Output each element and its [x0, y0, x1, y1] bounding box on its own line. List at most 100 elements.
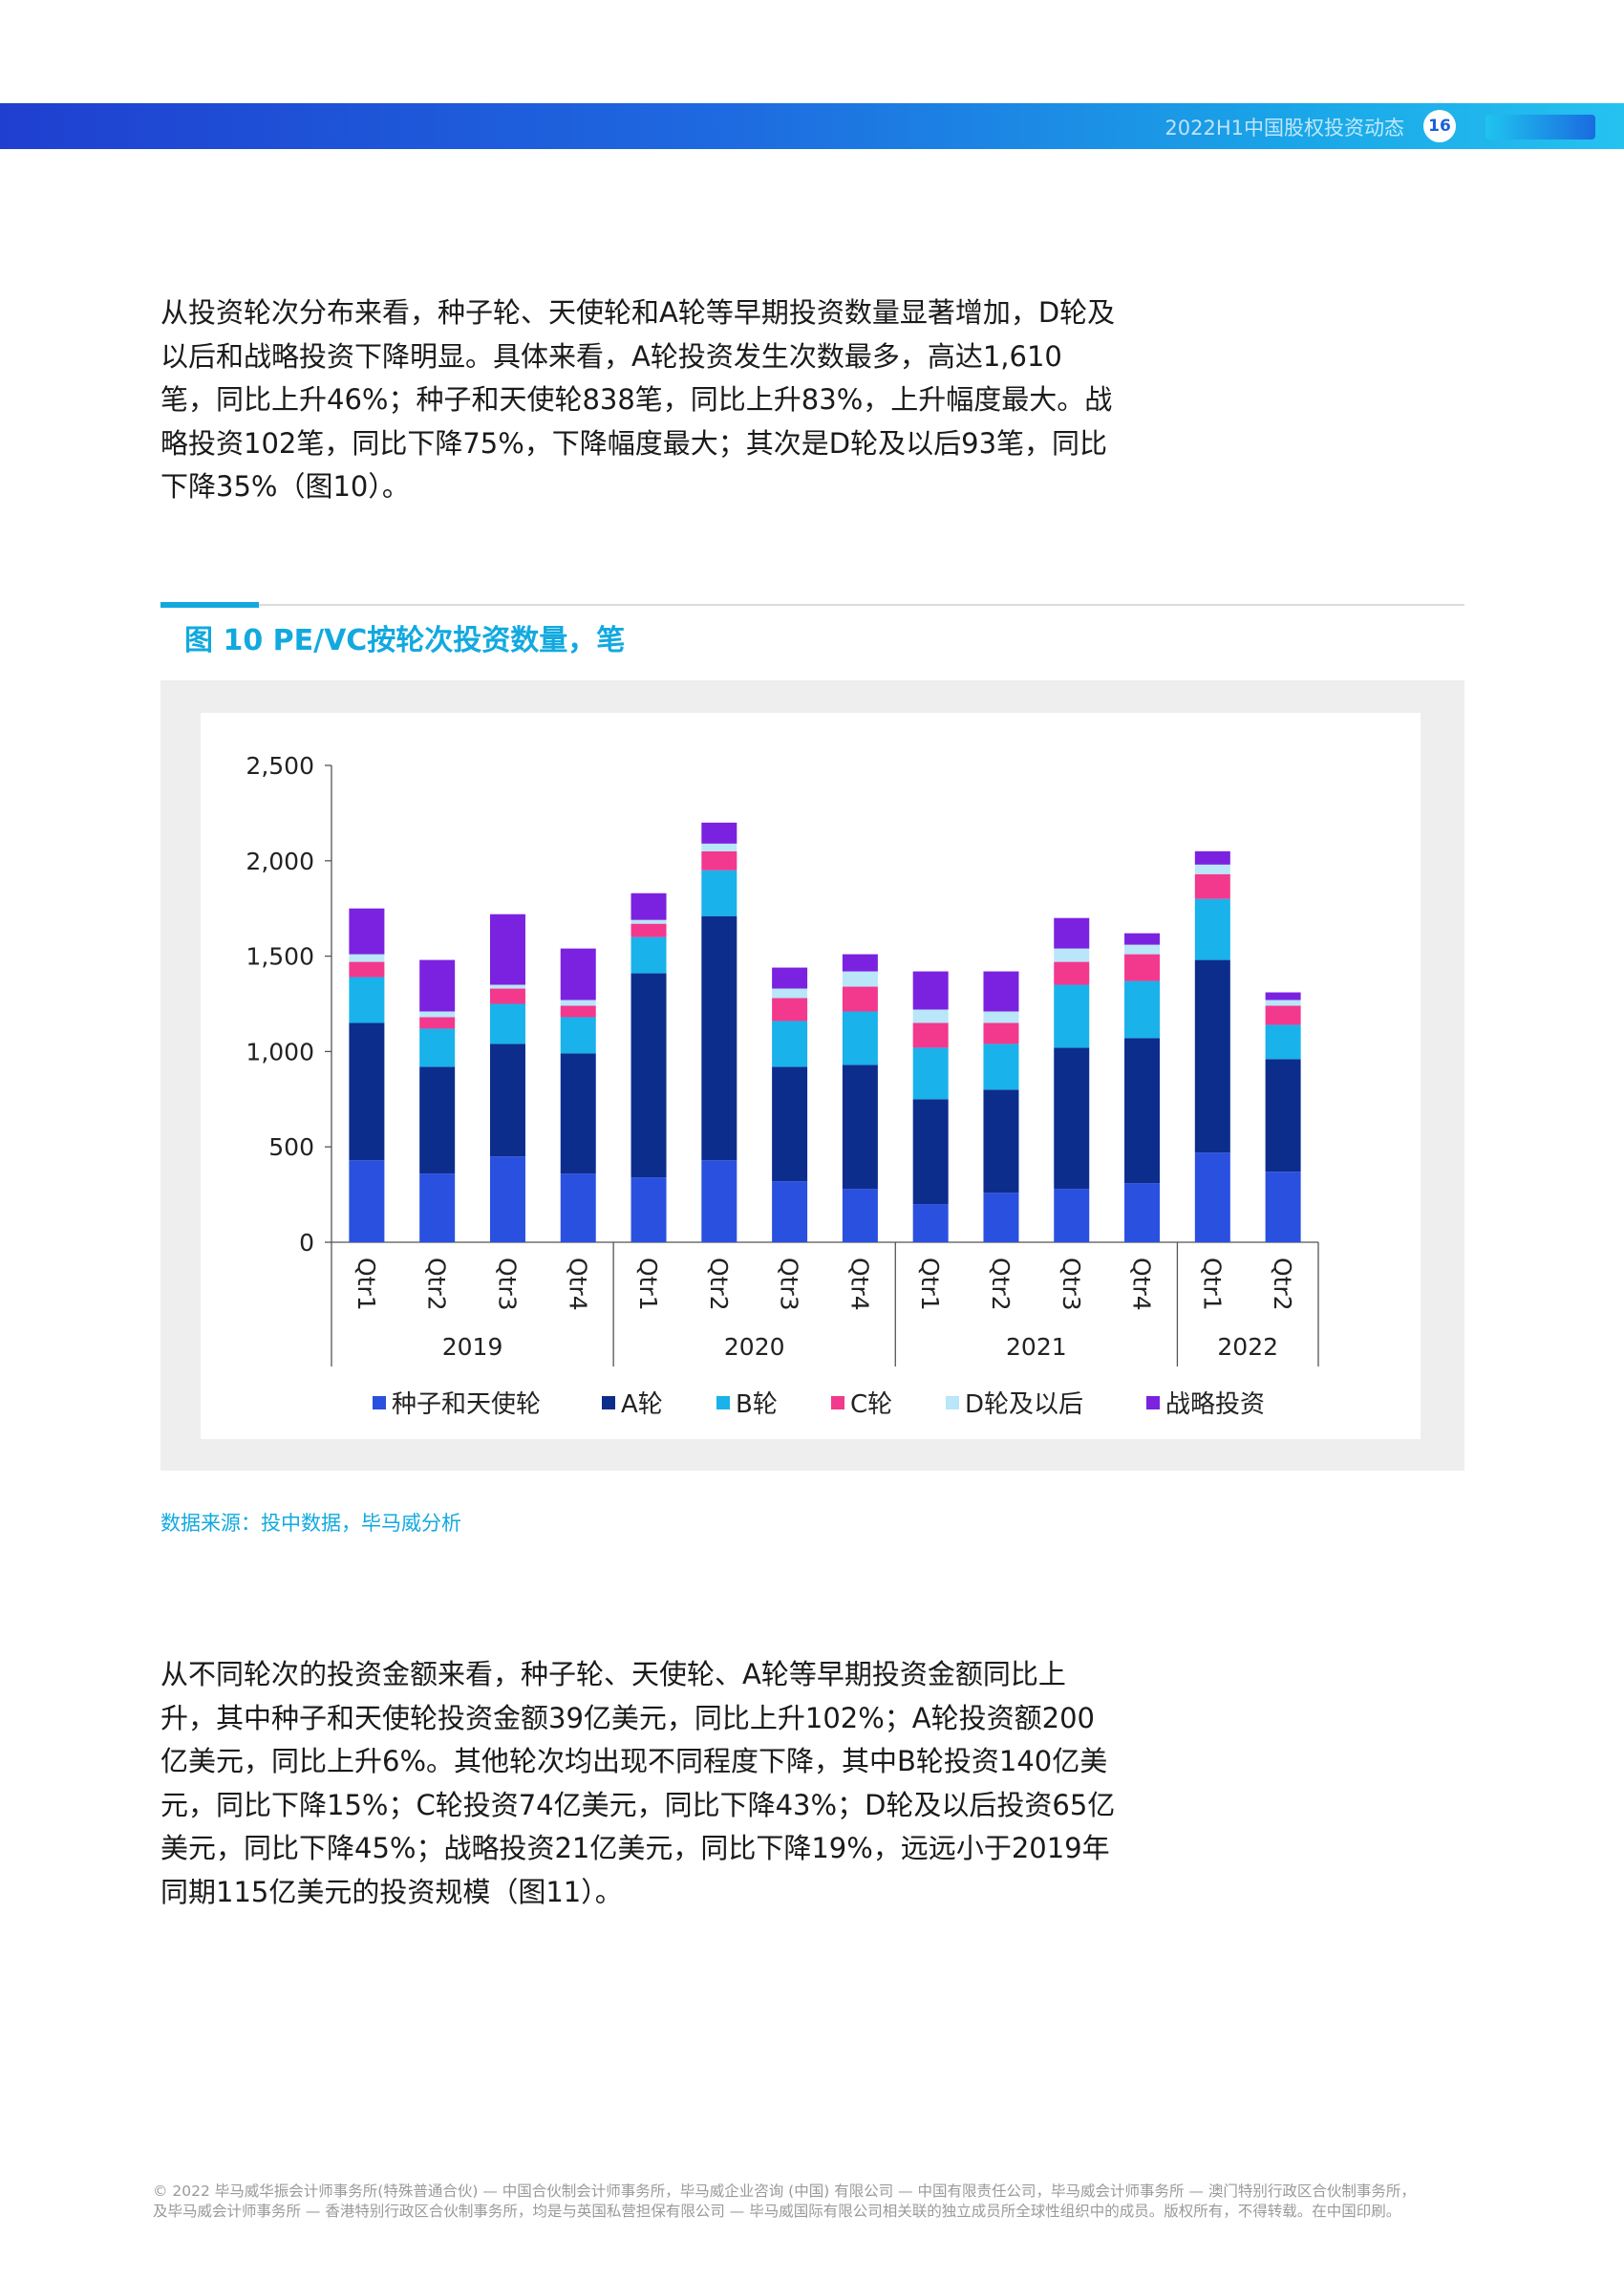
- bar-segment: [772, 998, 808, 1022]
- x-category-label: Qtr4: [1128, 1258, 1156, 1311]
- bar-segment: [1124, 1038, 1161, 1184]
- x-group-label: 2021: [1006, 1333, 1067, 1361]
- bar-segment: [1054, 984, 1090, 1048]
- bar-segment: [489, 988, 525, 1004]
- bar-segment: [912, 1204, 949, 1242]
- bar-segment: [419, 1017, 456, 1029]
- bar-segment: [349, 1022, 385, 1161]
- bar-segment: [419, 1173, 456, 1242]
- stacked-bar-chart: 0 500 1,000 1,500 2,000 2,500 Qtr1 Qtr2 Qtr3 Qtr4…: [246, 752, 1319, 1419]
- bar-segment: [630, 893, 667, 920]
- x-group-label: 2022: [1217, 1333, 1278, 1361]
- bar-segment: [349, 908, 385, 955]
- x-group-label: 2020: [724, 1333, 785, 1361]
- bar-segment: [630, 936, 667, 974]
- bar-segment: [1124, 944, 1161, 955]
- body-paragraph-1: 从投资轮次分布来看，种子轮、天使轮和A轮等早期投资数量显著增加，D轮及以后和战略…: [160, 296, 1116, 503]
- x-category-label: Qtr3: [776, 1258, 803, 1311]
- bar-segment: [1194, 864, 1230, 874]
- legend-label: C轮: [850, 1390, 892, 1419]
- page-number-badge: 16: [1423, 110, 1456, 142]
- y-tick-label: 500: [268, 1133, 314, 1161]
- bar-segment: [1194, 1152, 1230, 1242]
- bar-segment: [1054, 961, 1090, 985]
- bar-segment: [349, 977, 385, 1023]
- bar-segment: [1265, 992, 1301, 1000]
- x-group-label: 2019: [442, 1333, 503, 1361]
- figure-source: 数据来源：投中数据，毕马威分析: [160, 1512, 461, 1535]
- x-category-label: Qtr4: [564, 1258, 591, 1311]
- chart-panel: 0 500 1,000 1,500 2,000 2,500 Qtr1 Qtr2 Qtr3 Qtr4…: [201, 713, 1421, 1439]
- bar-segment: [1265, 1005, 1301, 1025]
- bar-segment: [1265, 1059, 1301, 1172]
- x-category-label: Qtr1: [1198, 1258, 1226, 1311]
- bar-segment: [419, 959, 456, 1012]
- bar-segment: [1194, 959, 1230, 1153]
- bar-segment: [912, 1099, 949, 1205]
- bar-segment: [560, 1173, 596, 1242]
- footer-line-1: © 2022 毕马威华振会计师事务所(特殊普通合伙) — 中国合伙制会计师事务所…: [153, 2183, 1416, 2200]
- bar-segment: [912, 1009, 949, 1023]
- bar-segment: [489, 914, 525, 985]
- bar-segment: [842, 954, 878, 972]
- bar-segment: [1054, 948, 1090, 962]
- bar-segment: [701, 1160, 737, 1242]
- bar-segment: [983, 1089, 1019, 1194]
- bar-segment: [1124, 954, 1161, 981]
- y-tick-label: 1,500: [246, 943, 314, 971]
- bar-segment: [1194, 850, 1230, 865]
- bar-segment: [983, 1043, 1019, 1090]
- x-category-label: Qtr2: [1269, 1258, 1296, 1311]
- bar-segment: [983, 1022, 1019, 1044]
- bar-segment: [842, 1189, 878, 1242]
- legend-swatch: [373, 1396, 386, 1409]
- bar-segment: [560, 1000, 596, 1006]
- bar-segment: [1124, 933, 1161, 945]
- bar-segment: [772, 967, 808, 989]
- bar-segment: [1265, 1000, 1301, 1006]
- bar-segment: [349, 961, 385, 978]
- bar-segment: [630, 973, 667, 1178]
- bar-segment: [983, 1193, 1019, 1242]
- x-category-label: Qtr1: [916, 1258, 944, 1311]
- bar-segment: [912, 1047, 949, 1100]
- bar-segment: [1054, 1047, 1090, 1190]
- bar-segment: [419, 1066, 456, 1174]
- bar-segment: [419, 1028, 456, 1067]
- bar-segment: [1194, 898, 1230, 960]
- body-paragraph-2: 从不同轮次的投资金额来看，种子轮、天使轮、A轮等早期投资金额同比上升，其中种子和…: [160, 1658, 1116, 1908]
- x-category-label: Qtr3: [493, 1258, 521, 1311]
- x-category-label: Qtr2: [987, 1258, 1015, 1311]
- bar-segment: [489, 1003, 525, 1044]
- bar-segment: [912, 1022, 949, 1048]
- bar-segment: [489, 1043, 525, 1157]
- bar-segment: [983, 1011, 1019, 1023]
- bar-segment: [1054, 1189, 1090, 1242]
- bar-segment: [912, 971, 949, 1010]
- bar-segment: [842, 986, 878, 1012]
- bar-segment: [842, 971, 878, 987]
- bar-segment: [1194, 873, 1230, 899]
- bar-segment: [560, 948, 596, 1000]
- legend-swatch: [831, 1396, 844, 1409]
- bar-segment: [701, 870, 737, 916]
- bar-segment: [630, 919, 667, 924]
- bar-segment: [1265, 1172, 1301, 1242]
- bar-segment: [560, 1053, 596, 1174]
- legend-label: 战略投资: [1165, 1390, 1265, 1419]
- bar-segment: [772, 1021, 808, 1067]
- legend-label: D轮及以后: [965, 1390, 1083, 1419]
- bar-segment: [983, 971, 1019, 1012]
- bar-segment: [489, 984, 525, 989]
- x-category-label: Qtr3: [1058, 1258, 1085, 1311]
- figure-title: 图 10 PE/VC按轮次投资数量，笔: [184, 624, 626, 657]
- bar-segment: [1054, 917, 1090, 949]
- x-category-label: Qtr1: [634, 1258, 662, 1311]
- bar-segment: [842, 1011, 878, 1065]
- legend-swatch: [1146, 1396, 1160, 1409]
- x-category-label: Qtr2: [705, 1258, 733, 1311]
- legend-swatch: [946, 1396, 959, 1409]
- bar-segment: [701, 843, 737, 851]
- x-category-label: Qtr2: [423, 1258, 451, 1311]
- legend-label: B轮: [736, 1390, 778, 1419]
